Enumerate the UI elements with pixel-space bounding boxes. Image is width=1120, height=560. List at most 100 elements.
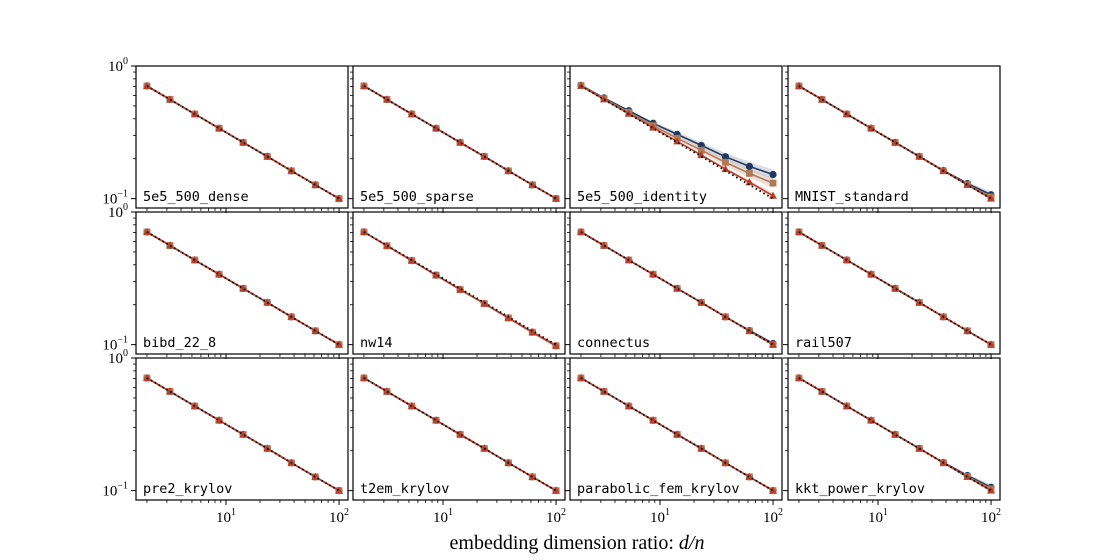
marker-series-triangle [987,340,995,348]
ticks [131,357,340,505]
panel-5e5_500_dense: 5e5_500_dense 100 10−1 [102,56,349,213]
marker-series-triangle [335,194,343,202]
marker-series-triangle [600,95,608,103]
x-axis-title-text: embedding dimension ratio: [450,532,679,554]
marker-series-triangle [335,486,343,494]
marker-series-triangle [818,241,826,249]
marker-series-square [746,169,753,177]
x-tick-label: 101 [868,507,888,526]
marker-series-triangle [915,444,924,452]
reference-line [146,377,340,492]
panel-label: rail507 [795,335,852,351]
panel-frame [135,211,349,355]
y-tick-label: 100 [108,348,128,367]
marker-series-triangle [600,387,608,395]
marker-series-triangle [383,387,391,395]
reference-line [146,231,340,346]
marker-series-triangle [769,191,777,199]
y-tick-label: 10−1 [102,189,128,208]
panel-MNIST_standard: MNIST_standard [783,65,1001,213]
marker-series-triangle [360,373,368,381]
reference-line [363,85,557,200]
marker-series-square [697,146,705,154]
x-axis-title-n: n [694,532,704,554]
panel-kkt_power_krylov: kkt_power_krylov 101 102 [783,357,1001,526]
marker-series-triangle [697,444,706,452]
x-axis-title-slash: / [688,532,697,554]
y-tick-label: 10−1 [102,335,128,354]
reference-line [363,377,557,492]
panel-label: nw14 [360,335,393,351]
x-axis-title: embedding dimension ratio: d/n [450,532,705,554]
marker-series-triangle [480,152,489,160]
marker-series-triangle [577,373,585,381]
marker-series-triangle [577,227,585,235]
marker-series-triangle [263,298,272,306]
x-axis-title-d: d [679,532,690,554]
marker-series-triangle [915,298,924,306]
panel-5e5_500_identity: 5e5_500_identity [565,65,783,213]
panel-label: MNIST_standard [795,189,909,205]
reference-line [580,85,774,200]
x-tick-label: 102 [763,507,783,526]
ticks [348,65,557,213]
marker-series-triangle [769,486,777,494]
reference-line [798,377,992,492]
ticks [565,357,774,505]
reference-line [798,85,992,200]
marker-series-triangle [987,486,995,494]
reference-line [146,85,340,200]
panel-frame [569,211,783,355]
panel-label: pre2_krylov [143,481,232,497]
panel-frame [787,65,1001,209]
ticks [783,357,992,505]
panel-frame [135,65,349,209]
panel-parabolic_fem_krylov: parabolic_fem_krylov 101 102 [565,357,783,526]
marker-series-triangle [166,387,174,395]
x-tick-label: 102 [981,507,1001,526]
panel-label: 5e5_500_dense [143,189,249,205]
panel-frame [787,211,1001,355]
panel-t2em_krylov: t2em_krylov 101 102 [348,357,566,526]
reference-line [363,231,557,346]
panel-frame [787,357,1001,501]
marker-series-triangle [143,373,151,381]
marker-series-triangle [721,164,730,173]
ticks [131,211,340,359]
panel-bibd_22_8: bibd_22_8 100 10−1 [102,202,349,359]
marker-series-triangle [166,95,174,103]
marker-series-triangle [915,152,924,160]
panel-label: kkt_power_krylov [795,481,925,497]
marker-series-triangle [577,81,585,89]
marker-series-triangle [552,486,560,494]
panel-pre2_krylov: pre2_krylov 100 10−1 101 102 [102,348,349,526]
marker-series-triangle [795,81,803,89]
marker-series-triangle [383,241,391,249]
marker-series-triangle [528,328,537,336]
marker-series-triangle [795,373,803,381]
marker-series-triangle [697,298,706,306]
marker-series-triangle [143,227,151,235]
marker-series-triangle [383,95,391,103]
marker-series-triangle [456,285,465,293]
marker-series-triangle [600,241,608,249]
panel-frame [352,211,566,355]
marker-series-triangle [360,81,368,89]
y-tick-label: 100 [108,56,128,75]
marker-series-triangle [263,152,272,160]
marker-series-triangle [818,387,826,395]
ticks [348,211,557,359]
y-tick-label: 100 [108,202,128,221]
marker-series-triangle [552,341,560,349]
panel-label: connectus [577,335,650,351]
x-tick-label: 102 [329,507,349,526]
marker-series-circle [721,153,730,161]
panel-frame [352,65,566,209]
marker-series-triangle [335,340,343,348]
marker-series-triangle [143,81,151,89]
panel-label: 5e5_500_sparse [360,189,474,205]
panel-frame [352,357,566,501]
marker-series-triangle [795,227,803,235]
